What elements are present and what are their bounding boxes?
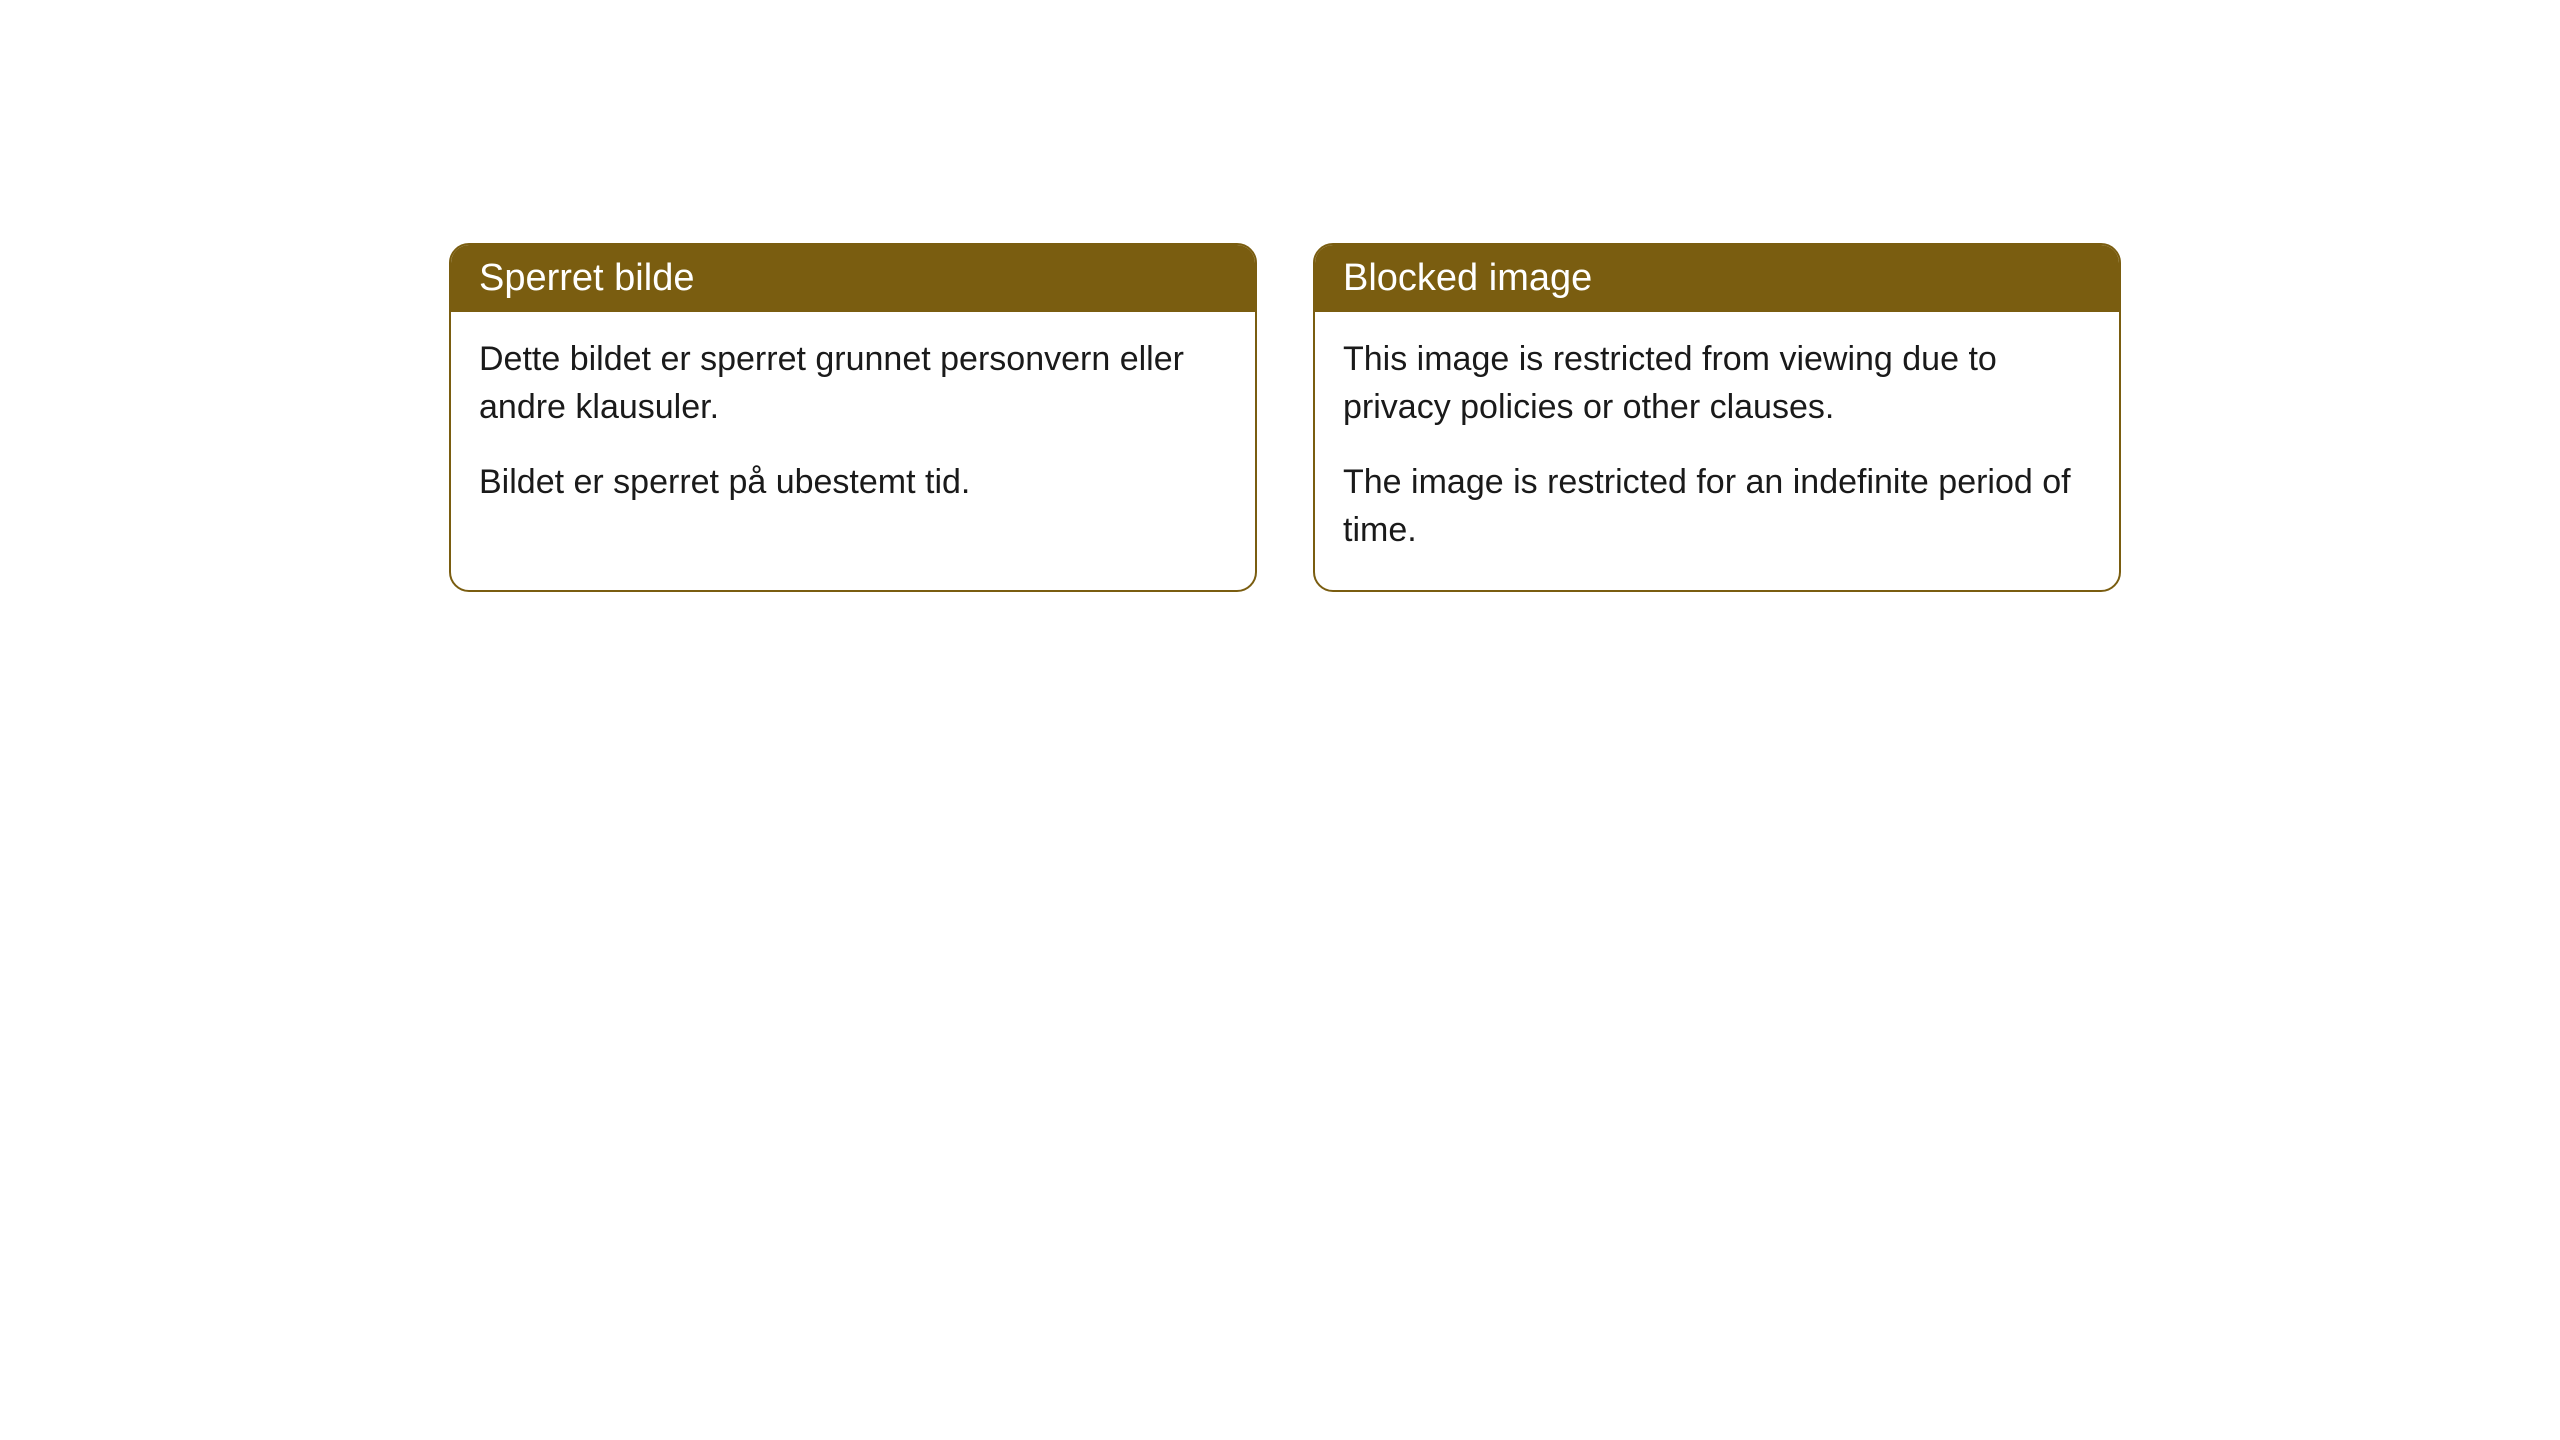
notice-paragraph: This image is restricted from viewing du… [1343,336,2091,431]
notice-card-body: This image is restricted from viewing du… [1315,312,2119,590]
notice-card-body: Dette bildet er sperret grunnet personve… [451,312,1255,543]
notice-card-english: Blocked image This image is restricted f… [1313,243,2121,592]
notice-paragraph: The image is restricted for an indefinit… [1343,459,2091,554]
notice-card-header: Blocked image [1315,245,2119,312]
notice-cards-container: Sperret bilde Dette bildet er sperret gr… [449,243,2121,592]
notice-paragraph: Dette bildet er sperret grunnet personve… [479,336,1227,431]
notice-title: Sperret bilde [479,257,694,299]
notice-title: Blocked image [1343,257,1592,299]
notice-card-norwegian: Sperret bilde Dette bildet er sperret gr… [449,243,1257,592]
notice-paragraph: Bildet er sperret på ubestemt tid. [479,459,1227,507]
notice-card-header: Sperret bilde [451,245,1255,312]
